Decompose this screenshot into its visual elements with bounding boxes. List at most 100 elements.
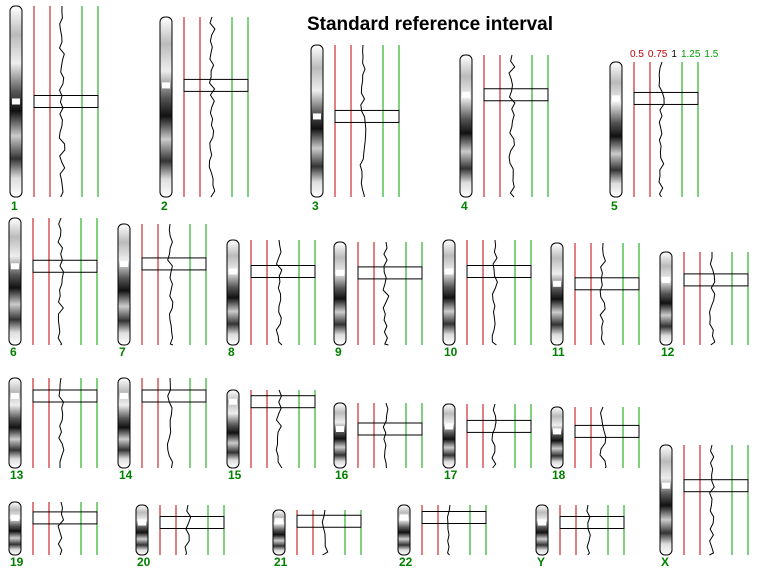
profile xyxy=(382,402,389,469)
centromere xyxy=(120,260,128,267)
chromosome-label: 15 xyxy=(228,468,242,482)
centromere xyxy=(662,482,670,489)
centromere xyxy=(11,263,19,270)
profile-box xyxy=(141,389,207,403)
chromosome-label: 18 xyxy=(552,468,566,482)
chromosome: 15 xyxy=(226,389,316,482)
ideogram xyxy=(8,217,22,346)
chromosome-label: 6 xyxy=(10,345,17,359)
chromosome: 7 xyxy=(117,223,207,359)
centromere xyxy=(336,269,344,276)
chromosome: 8 xyxy=(226,239,316,359)
chromosome: 14 xyxy=(117,377,207,482)
profile-box xyxy=(574,424,640,438)
chromosome: 5 xyxy=(609,61,699,213)
profile xyxy=(167,223,174,346)
ideogram xyxy=(442,239,456,346)
centromere xyxy=(462,91,470,98)
ideogram xyxy=(310,44,324,198)
centromere xyxy=(275,518,283,525)
chromosome-label: 13 xyxy=(10,468,24,482)
ideogram xyxy=(333,241,347,346)
chromosome-label: 12 xyxy=(661,345,675,359)
chromosome-label: 5 xyxy=(611,199,618,213)
chromosome-label: 19 xyxy=(10,555,24,569)
profile xyxy=(275,389,283,469)
centromere xyxy=(120,393,128,399)
centromere xyxy=(445,423,453,430)
ideogram xyxy=(159,16,173,198)
profile xyxy=(57,501,65,556)
chromosome: 16 xyxy=(333,402,423,482)
ideogram xyxy=(333,402,347,469)
chromosome: 9 xyxy=(333,241,423,359)
profile xyxy=(275,239,283,346)
chromosome: 6 xyxy=(8,217,98,359)
profile xyxy=(57,217,65,346)
profile xyxy=(508,54,516,198)
profile xyxy=(321,509,329,556)
profile-box xyxy=(421,511,487,524)
centromere xyxy=(445,268,453,275)
centromere xyxy=(553,280,561,287)
centromere xyxy=(162,82,170,89)
chromosome: 18 xyxy=(550,406,640,482)
centromere xyxy=(336,426,344,432)
ideogram xyxy=(550,242,564,346)
profile xyxy=(708,252,716,346)
profile-box xyxy=(141,257,207,271)
chromosome-label: 2 xyxy=(161,199,168,213)
chromosome: 2 xyxy=(159,16,249,213)
ideogram xyxy=(550,406,564,469)
centromere xyxy=(11,514,19,521)
ideogram xyxy=(659,251,673,346)
ideogram xyxy=(135,504,149,556)
chromosome: 21 xyxy=(272,509,362,569)
profile-box xyxy=(250,265,316,278)
chromosome-label: 14 xyxy=(119,468,133,482)
chromosome-label: 22 xyxy=(399,555,413,569)
profile-box xyxy=(633,91,699,105)
profile xyxy=(58,5,66,198)
profile xyxy=(446,504,451,556)
ideogram xyxy=(117,223,131,346)
chromosome: 1 xyxy=(9,5,99,213)
chromosome: 22 xyxy=(397,504,487,569)
profile xyxy=(599,406,607,469)
profile xyxy=(184,504,192,556)
profile xyxy=(382,241,390,346)
chromosome: Y xyxy=(535,504,625,569)
centromere xyxy=(612,95,620,102)
chromosome-label: 16 xyxy=(335,468,349,482)
centromere xyxy=(229,268,237,275)
profile-box xyxy=(33,95,99,108)
centromere xyxy=(538,519,546,526)
profile xyxy=(58,377,65,468)
ideogram xyxy=(459,54,473,198)
profile-box xyxy=(32,511,98,525)
ideogram xyxy=(659,444,673,556)
profile xyxy=(709,444,715,556)
centromere xyxy=(400,514,408,521)
chromosome: 19 xyxy=(8,501,98,569)
ideogram xyxy=(272,509,286,556)
chromosome-label: 4 xyxy=(461,199,468,213)
profile-box xyxy=(32,259,98,273)
chromosome: 3 xyxy=(310,44,400,213)
ideogram xyxy=(535,504,549,556)
chromosome-label: 11 xyxy=(552,345,565,359)
profile xyxy=(208,16,216,198)
chromosome-label: 8 xyxy=(228,345,235,359)
profile-box xyxy=(466,265,532,278)
ideogram xyxy=(117,377,131,469)
centromere xyxy=(229,398,237,405)
scale-label: 1.5 xyxy=(704,49,718,60)
ideogram xyxy=(8,377,22,469)
ideogram xyxy=(226,389,240,469)
centromere xyxy=(553,428,561,435)
profile xyxy=(491,239,498,346)
chromosome-label: X xyxy=(661,555,669,569)
profile-box xyxy=(296,514,362,528)
chromosome: 4 xyxy=(459,54,549,213)
